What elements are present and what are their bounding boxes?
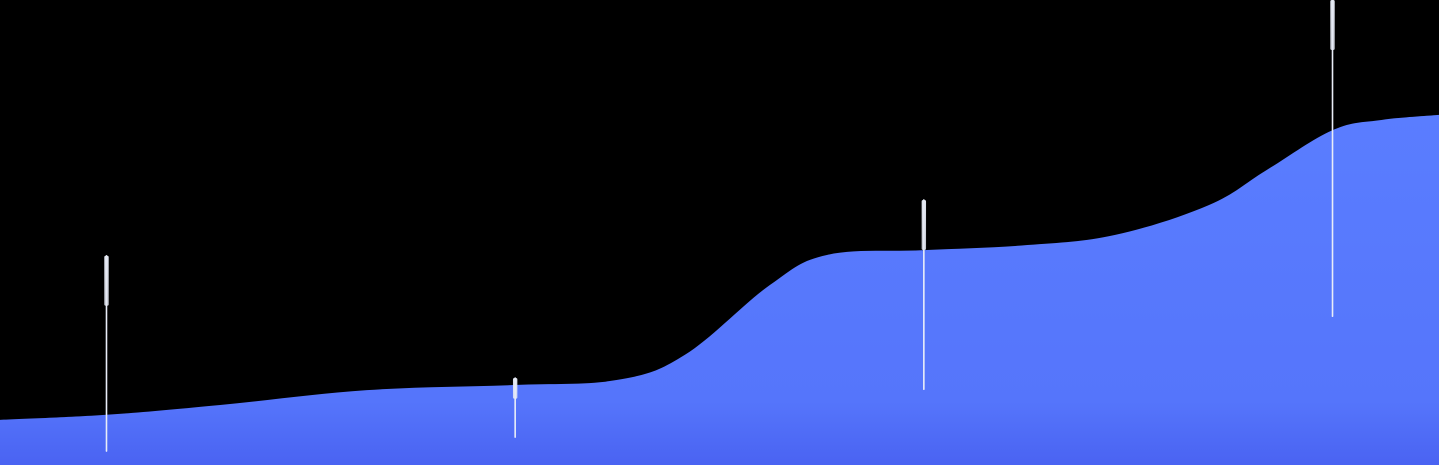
marker-cap-3 bbox=[1330, 0, 1335, 50]
area-layer bbox=[0, 114, 1439, 465]
marker-cap-2 bbox=[921, 199, 927, 250]
marker-0 bbox=[104, 254, 109, 452]
marker-1 bbox=[512, 377, 518, 438]
marker-cap-0 bbox=[104, 255, 109, 306]
marker-cap-1 bbox=[512, 378, 518, 399]
marker-2 bbox=[921, 199, 927, 391]
marker-layer bbox=[104, 0, 1335, 452]
marker-3 bbox=[1330, 0, 1335, 318]
area-series-0 bbox=[0, 114, 1439, 465]
